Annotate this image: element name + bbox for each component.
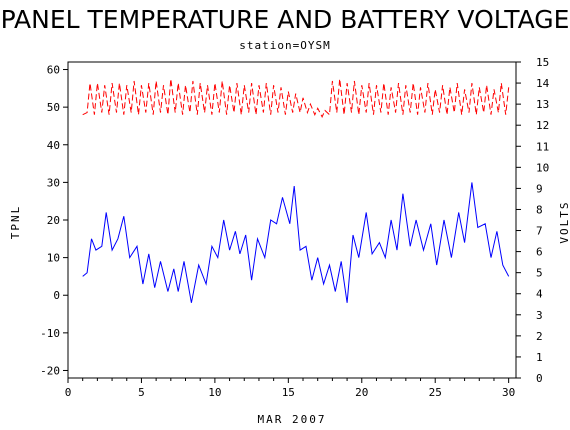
y-left-tick-label: 30 <box>47 176 60 189</box>
y-right-tick-label: 15 <box>536 56 549 69</box>
y-left-tick-label: 10 <box>47 252 60 265</box>
y-right-tick-label: 9 <box>536 182 543 195</box>
x-tick-label: 5 <box>138 386 145 399</box>
y-right-tick-label: 11 <box>536 140 549 153</box>
y-right-tick-label: 7 <box>536 225 543 238</box>
y-right-tick-label: 14 <box>536 77 550 90</box>
y-right-tick-label: 5 <box>536 267 543 280</box>
panel-temperature-line <box>82 182 510 303</box>
y-left-tick-label: 20 <box>47 214 60 227</box>
y-right-tick-label: 2 <box>536 330 543 343</box>
y-right-tick-label: 10 <box>536 161 549 174</box>
x-tick-label: 15 <box>282 386 295 399</box>
y-left-tick-label: 40 <box>47 139 60 152</box>
tick-layer: 0 5 10 15 20 25 30-20-100102030405060012345678… <box>40 56 549 399</box>
y-right-tick-label: 6 <box>536 246 543 259</box>
y-left-tick-label: 50 <box>47 101 60 114</box>
y-axis-left-label: TPNL <box>9 205 22 240</box>
y-right-tick-label: 8 <box>536 203 543 216</box>
x-tick-label: 20 <box>355 386 368 399</box>
chart-title: PANEL TEMPERATURE AND BATTERY VOLTAGE <box>1 5 570 34</box>
x-tick-label: 0 <box>65 386 72 399</box>
y-left-tick-label: -10 <box>40 327 60 340</box>
y-axis-right-label: VOLTS <box>558 200 570 243</box>
y-left-tick-label: -20 <box>40 364 60 377</box>
y-left-tick-label: 0 <box>53 289 60 302</box>
chart-subtitle: station=OYSM <box>239 39 330 52</box>
x-tick-label: 25 <box>429 386 442 399</box>
battery-voltage-line <box>82 78 510 118</box>
y-right-tick-label: 3 <box>536 309 543 322</box>
y-right-tick-label: 12 <box>536 119 549 132</box>
x-tick-label: 30 <box>502 386 515 399</box>
y-right-tick-label: 4 <box>536 288 543 301</box>
y-right-tick-label: 13 <box>536 98 549 111</box>
x-tick-label: 10 <box>208 386 221 399</box>
y-right-tick-label: 0 <box>536 372 543 385</box>
y-left-tick-label: 60 <box>47 64 60 77</box>
y-right-tick-label: 1 <box>536 351 543 364</box>
x-axis-label: MAR 2007 <box>258 413 327 426</box>
series-layer <box>82 78 510 303</box>
